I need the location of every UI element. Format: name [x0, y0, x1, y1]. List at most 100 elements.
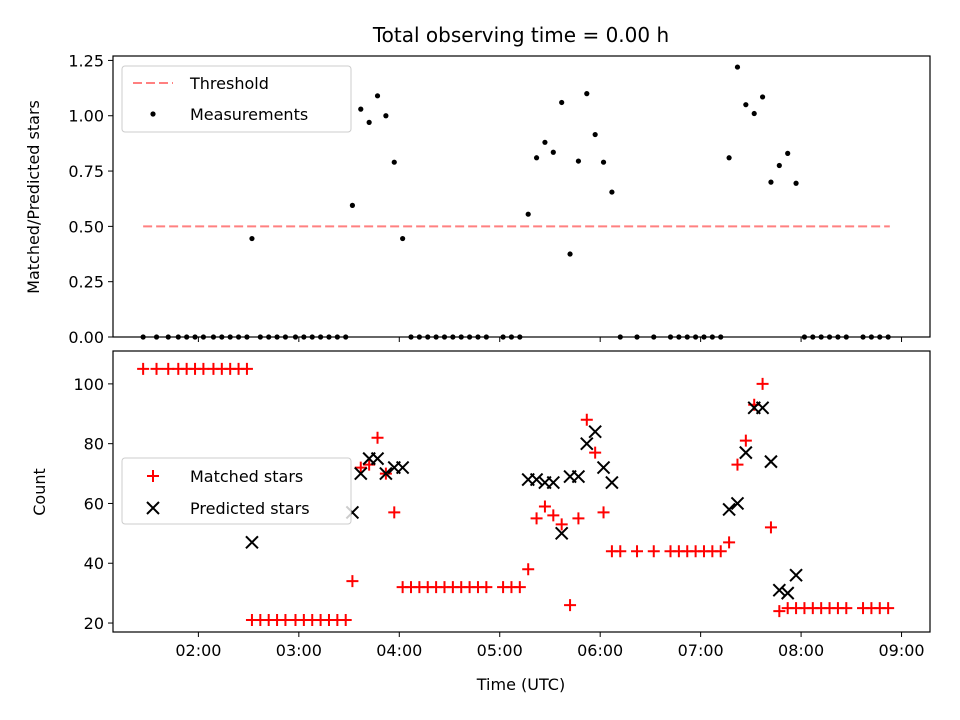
matched-stars-point	[197, 362, 210, 375]
count-y-tick-label: 100	[73, 375, 104, 394]
ratio-y-tick-label: 0.50	[68, 217, 104, 236]
matched-stars-legend-marker	[147, 470, 159, 482]
matched-stars-point	[739, 434, 752, 447]
predicted-stars-point	[722, 502, 736, 517]
matched-stars-point	[279, 614, 292, 627]
measurement-point	[759, 94, 766, 100]
measurement-point	[550, 149, 556, 155]
predicted-stars-point	[379, 466, 393, 481]
matched-stars-point	[631, 545, 644, 558]
matched-stars-point	[513, 581, 526, 594]
measurement-point	[349, 202, 356, 208]
count-x-tick-label: 09:00	[878, 641, 924, 660]
measurement-point	[383, 113, 389, 119]
measurement-point	[584, 91, 590, 97]
matched-stars-point	[388, 506, 401, 519]
ratio-y-tick-label: 1.00	[68, 107, 104, 126]
predicted-stars-point	[370, 451, 385, 466]
measurement-point	[776, 162, 782, 169]
matched-stars-point	[162, 362, 175, 375]
predicted-stars-series	[245, 401, 803, 600]
predicted-stars-point	[780, 586, 795, 600]
count-y-axis-label: Count	[30, 468, 49, 516]
measurement-point	[249, 235, 255, 242]
measurement-point	[567, 251, 573, 257]
ratio-y-tick-label: 0.00	[68, 328, 104, 347]
predicted-stars-legend-label: Predicted stars	[190, 499, 310, 518]
count-legend-box	[121, 457, 352, 525]
measurement-point	[785, 150, 791, 156]
measurement-point	[575, 158, 582, 164]
measurement-point	[793, 180, 799, 186]
measurement-point	[768, 179, 774, 185]
predicted-stars-point	[772, 583, 787, 597]
count-panel: 02:00 03:00 04:00 05:00 06:00 07:00 08:00 09:00…	[30, 350, 931, 694]
measurement-point	[559, 99, 565, 106]
matched-stars-point	[480, 581, 493, 594]
matched-stars-point	[339, 614, 352, 627]
measurement-point	[525, 211, 531, 217]
ratio-legend-box	[121, 65, 352, 133]
matched-stars-point	[589, 446, 602, 459]
matched-stars-point	[547, 509, 560, 522]
matched-stars-point	[346, 575, 359, 588]
measurement-point	[391, 159, 397, 165]
matched-stars-point	[371, 431, 384, 444]
count-x-tick-label: 02:00	[175, 641, 221, 660]
measurement-point	[400, 235, 406, 242]
count-y-tick-label: 40	[84, 554, 104, 573]
measurement-point	[743, 102, 749, 108]
predicted-stars-point	[529, 472, 544, 487]
matched-stars-point	[756, 377, 769, 390]
measurement-point	[592, 131, 598, 138]
matched-stars-point	[363, 458, 376, 471]
predicted-stars-point	[605, 475, 619, 490]
matched-stars-series	[137, 362, 895, 627]
ratio-legend: Threshold Measurements	[121, 65, 352, 133]
ratio-panel-frame	[112, 55, 931, 338]
predicted-stars-point	[354, 466, 368, 481]
matched-stars-point	[714, 545, 727, 558]
matched-stars-point	[731, 458, 744, 471]
matched-stars-point	[764, 521, 777, 534]
count-panel-frame	[112, 350, 931, 633]
matched-stars-point	[723, 536, 736, 549]
measurement-point	[542, 139, 548, 145]
predicted-stars-point	[554, 526, 569, 541]
matched-stars-point	[354, 461, 367, 474]
measurement-point	[358, 106, 364, 112]
matched-stars-point	[522, 563, 535, 576]
matched-stars-point	[150, 362, 163, 375]
measurement-point	[726, 155, 732, 161]
predicted-stars-point	[739, 445, 753, 460]
predicted-stars-point	[245, 535, 259, 550]
count-legend: Matched stars Predicted stars	[121, 457, 352, 525]
chart-title: Total observing time = 0.00 h	[372, 23, 669, 47]
ratio-panel-plot-layer: 0.00 0.25 0.50 0.75 1.00 1.25	[68, 51, 903, 347]
predicted-stars-point	[580, 436, 594, 451]
matched-stars-legend-label: Matched stars	[190, 467, 303, 486]
matched-stars-point	[240, 362, 253, 375]
measurements-legend-marker	[150, 111, 156, 117]
predicted-stars-point	[395, 460, 410, 475]
predicted-stars-point	[571, 469, 586, 484]
matched-stars-point	[882, 602, 895, 615]
measurement-point	[609, 189, 615, 195]
count-x-tick-label: 06:00	[577, 641, 623, 660]
matched-stars-point	[597, 506, 610, 519]
ratio-y-tick-label: 0.75	[68, 162, 104, 181]
count-x-tick-label: 07:00	[678, 641, 724, 660]
measurements-legend-label: Measurements	[190, 105, 308, 124]
ratio-y-axis-label: Matched/Predicted stars	[24, 100, 43, 294]
measurement-point	[734, 64, 741, 70]
predicted-stars-point	[588, 425, 602, 439]
threshold-legend-label: Threshold	[189, 74, 269, 93]
measurement-point	[600, 159, 607, 165]
predicted-stars-point	[596, 460, 611, 475]
x-axis-label: Time (UTC)	[476, 675, 565, 694]
matched-stars-point	[614, 545, 627, 558]
predicted-stars-point	[755, 401, 770, 415]
matched-stars-point	[564, 599, 577, 612]
count-x-tick-label: 05:00	[477, 641, 523, 660]
